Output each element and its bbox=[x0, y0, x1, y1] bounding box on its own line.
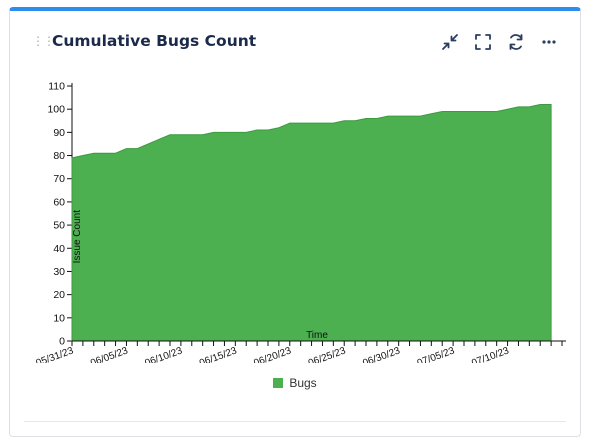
widget-toolbar bbox=[439, 31, 560, 53]
x-axis-label: Time bbox=[306, 330, 328, 341]
y-tick-label: 110 bbox=[48, 81, 65, 93]
y-tick-label: 40 bbox=[53, 243, 65, 255]
x-tick-label: 06/15/23 bbox=[198, 345, 239, 363]
x-tick-label: 06/25/23 bbox=[307, 345, 348, 363]
y-tick-label: 0 bbox=[59, 336, 65, 348]
legend-swatch-bugs[interactable] bbox=[273, 378, 284, 388]
more-icon bbox=[542, 40, 556, 44]
refresh-icon bbox=[509, 34, 523, 50]
y-tick-label: 80 bbox=[53, 150, 65, 162]
y-tick-label: 60 bbox=[53, 196, 65, 208]
refresh-button[interactable] bbox=[505, 31, 527, 53]
widget-divider bbox=[24, 421, 566, 422]
x-tick-label: 06/05/23 bbox=[89, 345, 130, 363]
more-button[interactable] bbox=[538, 31, 560, 53]
x-tick-label: 06/30/23 bbox=[361, 345, 402, 363]
collapse-button[interactable] bbox=[439, 31, 461, 53]
y-axis-label: Issue Count bbox=[72, 210, 83, 264]
y-tick-label: 50 bbox=[53, 220, 65, 232]
x-tick-label: 07/05/23 bbox=[416, 345, 457, 363]
y-tick-label: 10 bbox=[53, 312, 65, 324]
x-tick-label: 07/10/23 bbox=[470, 345, 511, 363]
x-tick-label: 05/31/23 bbox=[35, 345, 76, 363]
x-axis: 05/31/23 06/05/23 06/10/23 06/15/23 06/20/23… bbox=[35, 340, 566, 363]
x-tick-label: 06/10/23 bbox=[144, 345, 185, 363]
bugs-area-series[interactable] bbox=[71, 104, 552, 342]
y-axis: 0 10 20 30 40 50 60 70 80 90 100 110 bbox=[47, 81, 73, 348]
legend-label-bugs[interactable]: Bugs bbox=[289, 376, 317, 390]
y-tick-label: 20 bbox=[53, 289, 65, 301]
collapse-icon bbox=[442, 34, 458, 50]
widget-title: Cumulative Bugs Count bbox=[52, 32, 257, 50]
x-tick-label: 06/20/23 bbox=[252, 345, 293, 363]
y-tick-label: 90 bbox=[53, 127, 65, 139]
widget-header: ⋮⋮ Cumulative Bugs Count bbox=[10, 11, 580, 73]
bugs-widget: ⋮⋮ Cumulative Bugs Count bbox=[9, 7, 581, 437]
fullscreen-button[interactable] bbox=[472, 31, 494, 53]
chart-area: 0 10 20 30 40 50 60 70 80 90 100 110 05/31/23 06/05/… bbox=[10, 73, 580, 363]
y-tick-label: 30 bbox=[53, 266, 65, 278]
y-tick-label: 100 bbox=[47, 104, 65, 116]
chart-legend: Bugs bbox=[10, 373, 580, 393]
drag-handle-icon[interactable]: ⋮⋮ bbox=[32, 34, 55, 48]
y-tick-label: 70 bbox=[53, 173, 65, 185]
bugs-area-chart: 0 10 20 30 40 50 60 70 80 90 100 110 05/31/23 06/05/… bbox=[35, 81, 566, 363]
fullscreen-icon bbox=[475, 34, 491, 50]
